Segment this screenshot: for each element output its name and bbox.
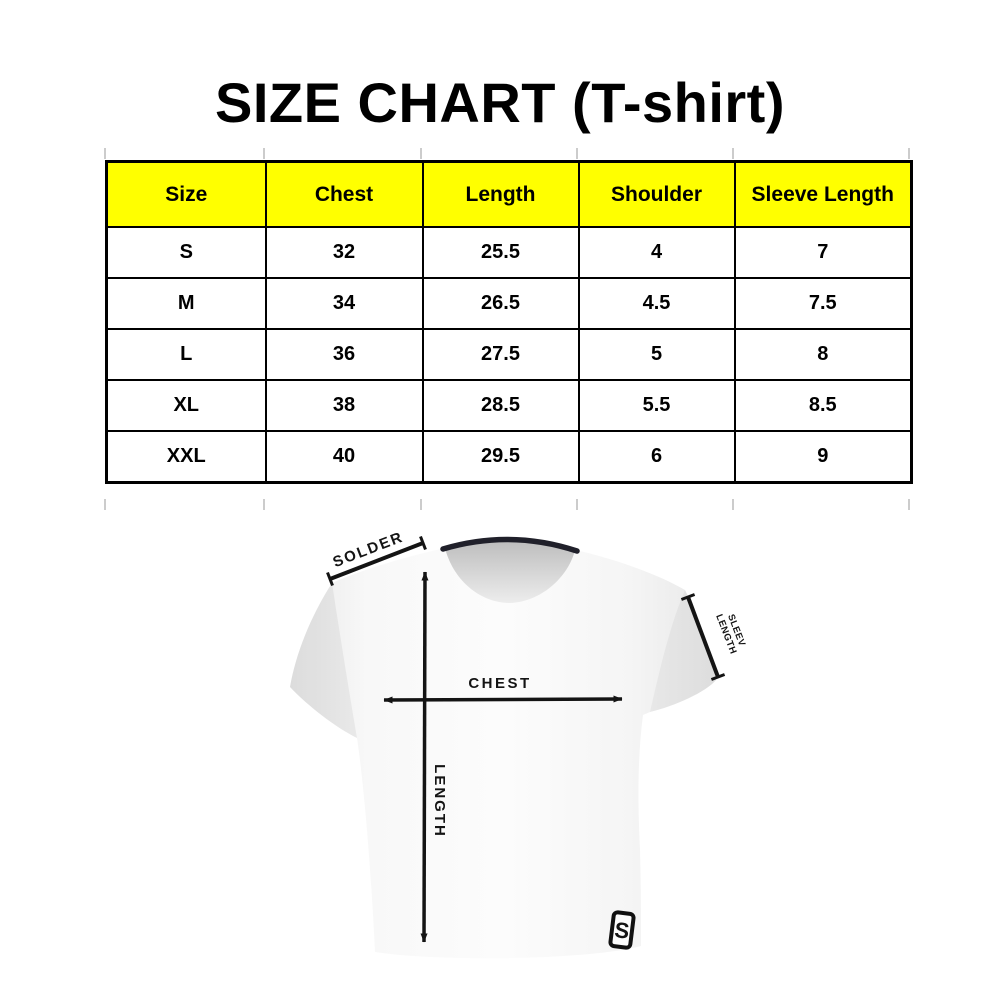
table-cell: 25.5 bbox=[421, 226, 580, 279]
length-arrow bbox=[420, 571, 429, 943]
table-cell: XL bbox=[105, 379, 267, 432]
table-cell: XXL bbox=[105, 430, 267, 484]
table-cell: 7.5 bbox=[733, 277, 913, 330]
sleeve-measure-line bbox=[680, 593, 726, 681]
table-cell: 8.5 bbox=[733, 379, 913, 432]
table-cell: 28.5 bbox=[421, 379, 580, 432]
grid-stub bbox=[908, 148, 910, 159]
table-cell: 8 bbox=[733, 328, 913, 381]
page-title: SIZE CHART (T-shirt) bbox=[215, 71, 785, 134]
grid-stub bbox=[104, 148, 106, 159]
table-row: L 36 27.5 5 8 bbox=[105, 328, 913, 381]
table-cell: 7 bbox=[733, 226, 913, 279]
table-row: S 32 25.5 4 7 bbox=[105, 226, 913, 279]
table-cell: 9 bbox=[733, 430, 913, 484]
table-cell: 29.5 bbox=[421, 430, 580, 484]
chest-label: CHEST bbox=[468, 675, 531, 692]
table-cell: 38 bbox=[264, 379, 424, 432]
table-cell: S bbox=[105, 226, 267, 279]
collar bbox=[440, 536, 580, 554]
sleeve-shade-right bbox=[650, 590, 716, 712]
header-sleeve-length: Sleeve Length bbox=[733, 160, 913, 228]
grid-stub bbox=[263, 148, 265, 159]
tshirt-body bbox=[290, 538, 716, 959]
sleeve-label: SLEEV LENGTH bbox=[713, 613, 747, 656]
grid-stub bbox=[263, 499, 265, 510]
brand-tag-letter: S bbox=[613, 917, 631, 944]
grid-stub bbox=[576, 499, 578, 510]
header-row: Size Chest Length Shoulder Sleeve Length bbox=[105, 160, 913, 228]
grid-stub bbox=[576, 148, 578, 159]
table-cell: 6 bbox=[577, 430, 736, 484]
grid-stub bbox=[420, 148, 422, 159]
table-cell: 26.5 bbox=[421, 277, 580, 330]
header-chest: Chest bbox=[264, 160, 424, 228]
table-row: M 34 26.5 4.5 7.5 bbox=[105, 277, 913, 330]
grid-stub bbox=[732, 148, 734, 159]
shoulder-measure-line bbox=[326, 535, 427, 587]
table-cell: 5.5 bbox=[577, 379, 736, 432]
table-cell: L bbox=[105, 328, 267, 381]
size-table: Size Chest Length Shoulder Sleeve Length… bbox=[105, 160, 913, 484]
table-cell: M bbox=[105, 277, 267, 330]
header-size: Size bbox=[105, 160, 267, 228]
table-cell: 5 bbox=[577, 328, 736, 381]
grid-stub bbox=[908, 499, 910, 510]
table-cell: 40 bbox=[264, 430, 424, 484]
grid-stub bbox=[104, 499, 106, 510]
chest-arrow bbox=[383, 695, 623, 704]
tshirt-diagram: SOLDER SLEEV LENGTH CHEST LENGTH S bbox=[290, 529, 747, 959]
header-length: Length bbox=[421, 160, 580, 228]
table-cell: 34 bbox=[264, 277, 424, 330]
grid-stub bbox=[420, 499, 422, 510]
brand-tag: S bbox=[608, 910, 636, 950]
table-cell: 36 bbox=[264, 328, 424, 381]
table-cell: 4.5 bbox=[577, 277, 736, 330]
neck-opening bbox=[445, 540, 575, 603]
length-label: LENGTH bbox=[431, 764, 448, 838]
table-cell: 32 bbox=[264, 226, 424, 279]
table-row: XL 38 28.5 5.5 8.5 bbox=[105, 379, 913, 432]
header-shoulder: Shoulder bbox=[577, 160, 736, 228]
sleeve-shade-left bbox=[290, 583, 357, 738]
table-cell: 4 bbox=[577, 226, 736, 279]
table-row: XXL 40 29.5 6 9 bbox=[105, 430, 913, 484]
grid-stub bbox=[732, 499, 734, 510]
table-cell: 27.5 bbox=[421, 328, 580, 381]
